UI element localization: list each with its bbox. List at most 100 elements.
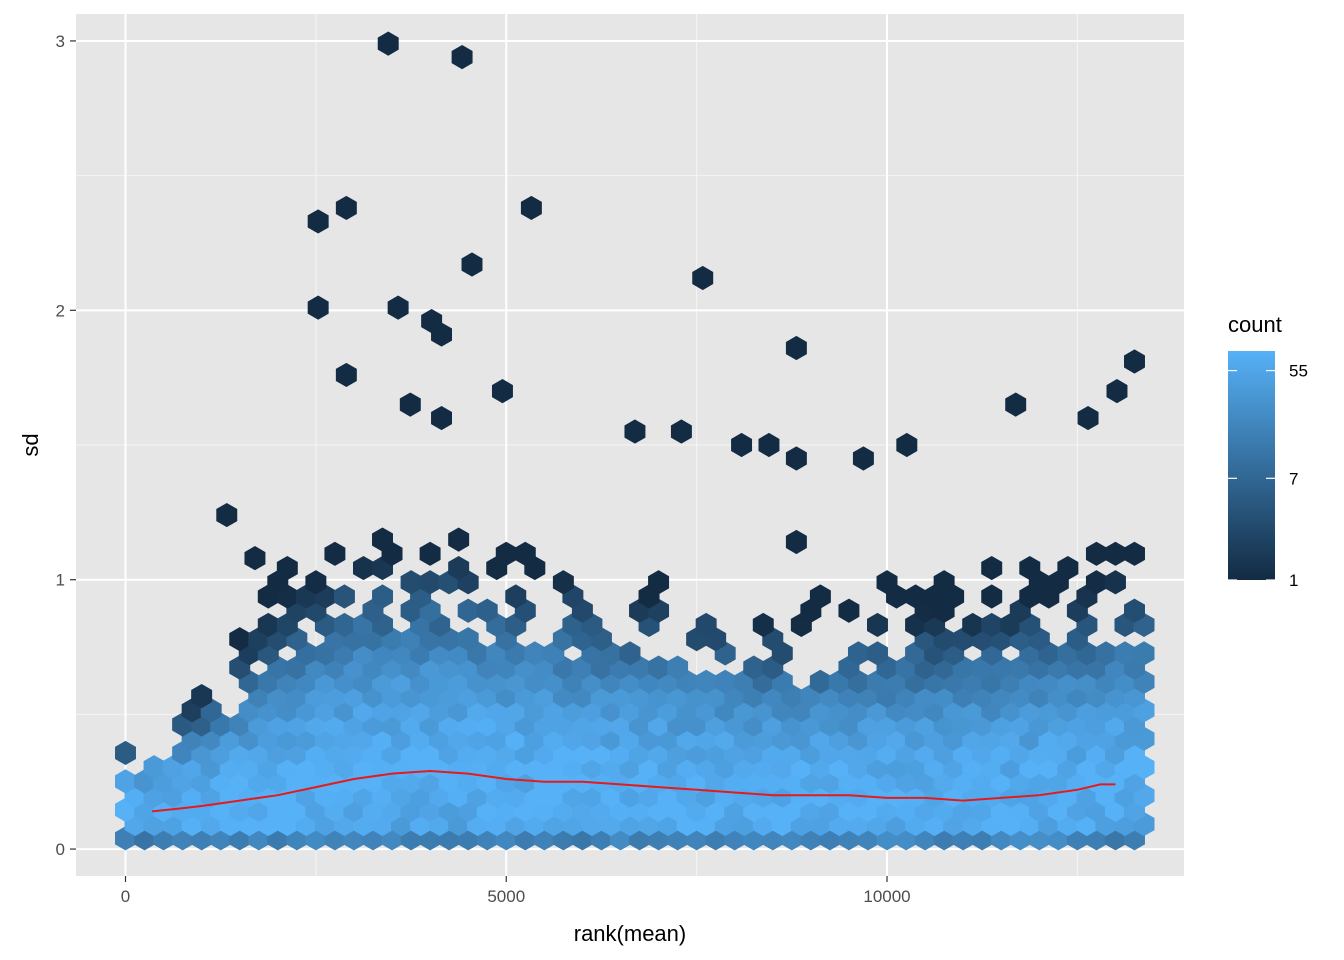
- hex-cell-outlier: [431, 322, 452, 347]
- hex-cell: [457, 627, 479, 652]
- legend-tick-label: 1: [1289, 571, 1298, 590]
- hex-cell: [1057, 555, 1079, 581]
- hexbin-cells: [115, 31, 1155, 851]
- y-tick-label: 0: [56, 840, 65, 859]
- hex-cell: [695, 612, 717, 638]
- hex-cell: [981, 584, 1003, 609]
- hex-cell: [476, 598, 498, 623]
- hex-cell: [1085, 541, 1107, 566]
- hex-cell: [333, 584, 355, 609]
- hex-cell-outlier: [307, 295, 329, 320]
- hex-cell-outlier: [451, 45, 473, 70]
- hex-cell-outlier: [852, 446, 874, 471]
- hex-cell: [1124, 541, 1145, 566]
- hex-cell: [552, 570, 574, 595]
- legend-title: count: [1228, 312, 1282, 337]
- x-axis-ticks: 0 5000 10000: [121, 876, 911, 906]
- hex-cell: [257, 612, 279, 638]
- hex-cell: [667, 655, 689, 680]
- hex-cell-outlier: [216, 502, 238, 528]
- hex-cell-outlier: [461, 252, 483, 277]
- trend-line: [152, 769, 1116, 813]
- hex-cell: [648, 655, 670, 680]
- hex-cell: [1133, 641, 1155, 666]
- hex-cell-outlier: [692, 265, 714, 291]
- hex-cell-outlier: [670, 419, 692, 444]
- hex-cell: [276, 555, 298, 581]
- hex-cell-outlier: [244, 546, 266, 571]
- y-axis-title: sd: [18, 433, 43, 456]
- hex-cell: [143, 755, 165, 780]
- hex-cell: [419, 570, 441, 595]
- hex-cell: [867, 612, 888, 638]
- hex-cell: [448, 555, 470, 581]
- hex-cell: [457, 598, 479, 623]
- hex-cell-outlier: [431, 405, 452, 431]
- hex-cell: [867, 641, 888, 666]
- hex-cell: [809, 584, 831, 609]
- hex-cell-outlier: [399, 392, 421, 417]
- y-axis-ticks: 0 1 2 3: [56, 32, 76, 859]
- hex-cell: [352, 555, 374, 581]
- hex-cell-outlier: [785, 529, 807, 555]
- hex-cell: [514, 541, 536, 566]
- hex-cell: [838, 598, 860, 623]
- hex-cell: [115, 769, 136, 794]
- hex-cell: [372, 527, 393, 552]
- hex-cell-outlier: [1106, 379, 1128, 404]
- hex-cell: [1019, 555, 1041, 581]
- legend-colorbar: [1228, 351, 1275, 580]
- hex-cell: [962, 612, 984, 638]
- hex-cell: [752, 612, 774, 638]
- hex-cell-outlier: [491, 379, 513, 404]
- hex-cell: [115, 740, 136, 766]
- hex-cell: [505, 584, 527, 609]
- hex-cell-outlier: [307, 209, 329, 234]
- hex-cell: [495, 541, 517, 566]
- hex-cell: [905, 584, 927, 609]
- hex-cell-outlier: [335, 362, 357, 388]
- hex-cell-outlier: [1077, 405, 1099, 431]
- hex-cell: [419, 541, 441, 566]
- y-tick-label: 2: [56, 301, 65, 320]
- hex-cell: [809, 669, 831, 694]
- y-tick-label: 3: [56, 32, 65, 51]
- hex-cell: [305, 570, 327, 595]
- legend-tick-label: 7: [1289, 469, 1298, 488]
- hex-cell: [1124, 598, 1145, 623]
- hex-cell: [714, 669, 736, 694]
- hex-cell-outlier: [624, 419, 646, 444]
- hex-cell: [619, 641, 641, 666]
- x-tick-label: 0: [121, 887, 130, 906]
- hex-cell: [1104, 570, 1126, 595]
- hex-cell: [743, 655, 765, 680]
- hex-cell: [400, 570, 422, 595]
- hex-cell: [1104, 541, 1126, 566]
- hex-cell: [876, 570, 898, 595]
- hex-cell-outlier: [1005, 392, 1027, 417]
- hex-cell-outlier: [785, 446, 807, 471]
- x-axis-title: rank(mean): [574, 921, 686, 946]
- hex-cell-outlier: [387, 295, 409, 320]
- x-tick-label: 5000: [487, 887, 525, 906]
- hex-cell: [1085, 570, 1107, 595]
- hex-cell: [1114, 641, 1136, 666]
- hex-cell: [524, 641, 546, 666]
- hex-cell-outlier: [520, 195, 542, 221]
- hex-cell: [448, 527, 470, 552]
- legend-tick-label: 55: [1289, 362, 1308, 381]
- hex-cell-outlier: [1124, 349, 1145, 374]
- hex-cell: [981, 555, 1003, 581]
- hex-cell: [324, 541, 346, 566]
- hex-cell-outlier: [896, 432, 918, 458]
- hex-cell-outlier: [785, 335, 807, 361]
- hex-cell: [1095, 641, 1117, 666]
- hex-cell-outlier: [758, 432, 780, 458]
- hex-cell: [333, 612, 355, 638]
- x-tick-label: 10000: [863, 887, 910, 906]
- hex-cell: [372, 584, 393, 609]
- hex-cell-outlier: [731, 432, 753, 458]
